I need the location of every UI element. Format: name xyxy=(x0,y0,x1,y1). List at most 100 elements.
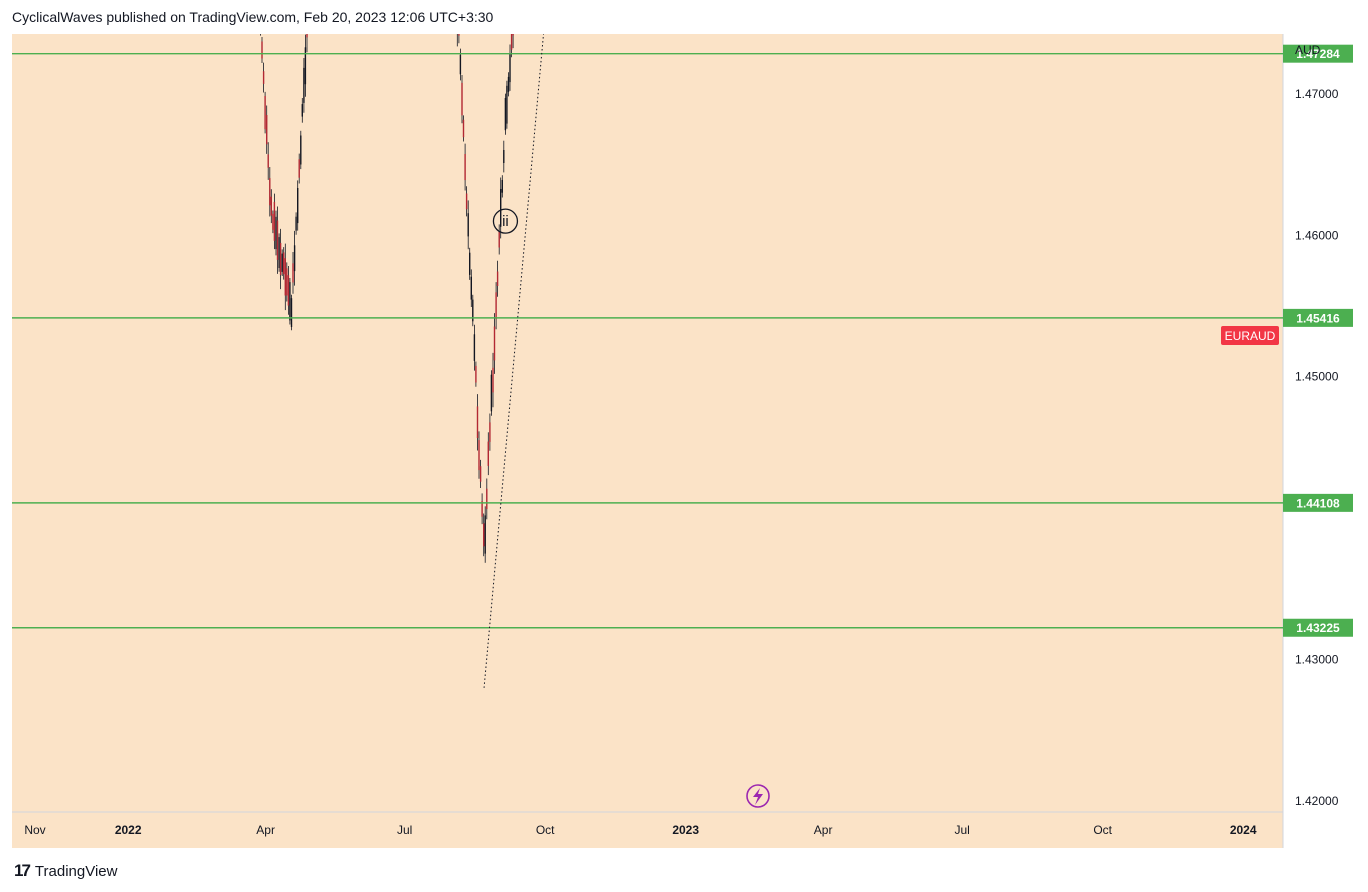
candle-body xyxy=(270,196,272,216)
plot-background xyxy=(12,34,1283,848)
price-axis-background xyxy=(1283,34,1355,848)
candle-body xyxy=(504,98,507,131)
support-price-label: 1.47284 xyxy=(1296,47,1340,61)
candle-body xyxy=(509,53,511,83)
candle-body xyxy=(295,216,297,231)
candle-body xyxy=(293,245,296,272)
support-price-tag xyxy=(1283,308,1353,327)
support-price-label: 1.45416 xyxy=(1296,311,1340,325)
currency-label: AUD xyxy=(1295,43,1321,57)
candle-body xyxy=(284,258,286,296)
price-tick-label: 1.46000 xyxy=(1295,228,1339,242)
tradingview-logo[interactable]: 17 TradingView xyxy=(14,860,117,882)
candle-body xyxy=(496,271,499,286)
candle-body xyxy=(283,252,285,275)
candle-body xyxy=(478,440,480,471)
candle-body xyxy=(461,82,463,116)
symbol-badge-label: EURAUD xyxy=(1225,329,1276,343)
support-price-label: 1.43225 xyxy=(1296,621,1340,635)
tradingview-logo-icon: 17 xyxy=(14,861,31,880)
candle-body xyxy=(304,47,307,85)
lightning-icon[interactable] xyxy=(746,784,770,808)
candle-body xyxy=(267,154,269,168)
wave-label-text: ii xyxy=(502,213,509,230)
candle-body xyxy=(298,159,300,178)
candle-body xyxy=(287,275,290,306)
candle-body xyxy=(472,299,474,322)
candle-body xyxy=(462,119,465,138)
candle-body xyxy=(306,11,308,38)
candle-body xyxy=(269,178,271,206)
time-tick-label: Oct xyxy=(536,823,555,837)
candle-body xyxy=(481,501,483,517)
candle-body xyxy=(266,115,268,145)
candle-body xyxy=(506,85,508,124)
time-tick-label: 2024 xyxy=(1230,823,1257,837)
candle-body xyxy=(500,189,502,227)
candle-body xyxy=(272,213,274,230)
candle-body xyxy=(490,374,493,412)
candle-body xyxy=(264,96,266,130)
candle-body xyxy=(290,298,293,327)
candle-body xyxy=(487,441,489,466)
support-price-tag xyxy=(1283,618,1353,637)
candle-body xyxy=(476,406,479,438)
price-tick-label: 1.45000 xyxy=(1295,370,1339,384)
support-price-label: 1.44108 xyxy=(1296,496,1340,510)
candle-body xyxy=(286,268,288,296)
candle-body xyxy=(273,201,276,241)
price-chart[interactable]: 1.619451.591391.555451.539171.496081.492… xyxy=(12,0,1355,848)
candle-body xyxy=(289,282,291,321)
support-price-tag xyxy=(1283,44,1353,63)
time-tick-label: 2023 xyxy=(672,823,699,837)
candle-body xyxy=(459,54,462,75)
wave-label-circle xyxy=(492,208,519,234)
candle-body xyxy=(492,367,494,393)
candle-body xyxy=(276,220,279,260)
candle-body xyxy=(300,135,302,165)
candle-body xyxy=(281,253,283,272)
candle-body xyxy=(465,193,468,210)
candle-body xyxy=(301,104,303,117)
chart-frame: 1.619451.591391.555451.539171.496081.492… xyxy=(12,0,1355,848)
candle-body xyxy=(261,41,263,59)
candle-body xyxy=(484,515,486,554)
price-tick-label: 1.43000 xyxy=(1295,653,1339,667)
candle-body xyxy=(486,488,488,510)
candle-body xyxy=(473,334,476,361)
price-tick-label: 1.42000 xyxy=(1295,794,1339,808)
candle-body xyxy=(469,252,471,275)
candle-body xyxy=(510,25,513,50)
time-tick-label: 2022 xyxy=(115,823,142,837)
time-tick-label: Jul xyxy=(397,823,412,837)
candle-body xyxy=(498,231,500,248)
time-tick-label: Oct xyxy=(1093,823,1112,837)
candle-body xyxy=(292,263,294,283)
candle-body xyxy=(495,292,497,320)
candle-body xyxy=(503,150,505,163)
candle-body xyxy=(489,422,491,442)
candle-body xyxy=(483,523,485,547)
candle-body xyxy=(493,326,496,361)
candle-body xyxy=(507,76,510,92)
candle-body xyxy=(464,154,466,181)
wave-label-ii: ii xyxy=(492,208,519,234)
time-tick-label: Apr xyxy=(814,823,833,837)
candle-body xyxy=(470,276,472,300)
candle-body xyxy=(275,216,277,250)
candle-body xyxy=(512,22,514,36)
candle-body xyxy=(297,188,299,224)
candle-body xyxy=(475,365,477,383)
time-tick-label: Jul xyxy=(954,823,969,837)
publish-caption: CyclicalWaves published on TradingView.c… xyxy=(12,9,494,25)
candle-body xyxy=(479,466,482,482)
candle-body xyxy=(279,242,282,276)
tradingview-brand: TradingView xyxy=(34,862,118,880)
time-tick-label: Nov xyxy=(24,823,45,837)
time-tick-label: Apr xyxy=(256,823,275,837)
candle-body xyxy=(262,71,265,84)
candle-body xyxy=(467,213,469,237)
symbol-badge: EURAUD xyxy=(1221,326,1279,345)
candle-body xyxy=(278,237,280,268)
candle-body xyxy=(458,22,460,36)
